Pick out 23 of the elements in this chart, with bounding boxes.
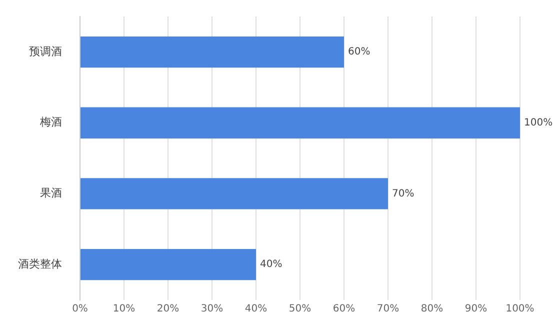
bar: [80, 36, 344, 68]
data-label: 60%: [348, 46, 370, 58]
x-tick-label: 40%: [244, 304, 268, 315]
x-tick-label: 10%: [112, 304, 136, 315]
x-tick-label: 50%: [288, 304, 312, 315]
bar: [80, 107, 520, 138]
x-tick-label: 70%: [376, 304, 400, 315]
y-tick-label: 果酒: [40, 186, 62, 200]
x-tick-label: 30%: [200, 304, 224, 315]
x-tick-label: 90%: [464, 304, 488, 315]
x-tick-label: 100%: [506, 304, 534, 315]
data-label: 100%: [524, 117, 553, 128]
x-tick-label: 0%: [72, 304, 88, 315]
x-tick-label: 60%: [332, 304, 356, 315]
y-tick-label: 预调酒: [29, 44, 62, 58]
data-label: 40%: [260, 259, 282, 270]
x-tick-label: 20%: [156, 304, 180, 315]
x-tick-label: 80%: [420, 304, 444, 315]
y-tick-label: 梅酒: [39, 116, 62, 129]
bar: [80, 248, 256, 280]
y-tick-label: 酒类整体: [18, 257, 62, 270]
data-label: 70%: [392, 188, 414, 200]
bar: [80, 178, 388, 210]
